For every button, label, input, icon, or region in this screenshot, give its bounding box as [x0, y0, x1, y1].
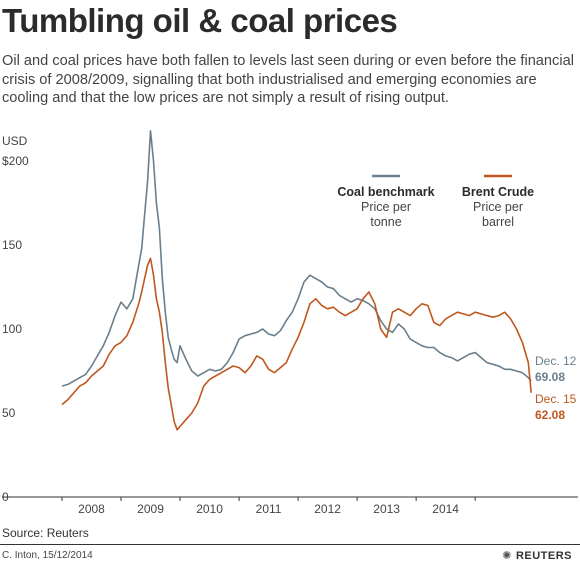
x-tick-label: 2010	[196, 502, 223, 516]
legend-unit-brent-2: barrel	[482, 215, 514, 229]
series-line-coal	[61, 130, 532, 387]
y-tick-label: $200	[2, 154, 29, 168]
legend-name-coal: Coal benchmark	[337, 185, 434, 199]
y-tick-label: 100	[2, 322, 22, 336]
y-unit-label: USD	[2, 134, 28, 148]
brent-end-value: 62.08	[535, 408, 565, 422]
end-labels: Dec. 12 69.08 Dec. 15 62.08	[535, 354, 577, 422]
chart-title: Tumbling oil & coal prices	[2, 2, 398, 39]
reuters-dots-icon: ✺	[502, 550, 512, 562]
footer-divider	[0, 544, 580, 545]
x-tick-label: 2008	[78, 502, 105, 516]
x-tick-label: 2013	[373, 502, 400, 516]
reuters-logo: ✺ REUTERS	[502, 549, 572, 563]
credit-line: C. Inton, 15/12/2014	[2, 550, 93, 561]
x-tick-label: 2012	[314, 502, 341, 516]
x-axis: 2008 2009 2010 2011 2012 2013 2014	[2, 496, 578, 516]
coal-end-value: 69.08	[535, 370, 565, 384]
brent-end-date: Dec. 15	[535, 392, 577, 406]
x-tick-label: 2014	[432, 502, 459, 516]
y-tick-label: 150	[2, 238, 22, 252]
series-line-brent	[61, 257, 532, 431]
x-tick-label: 2009	[137, 502, 164, 516]
reuters-logo-text: REUTERS	[515, 549, 572, 562]
chart-subtitle: Oil and coal prices have both fallen to …	[2, 53, 574, 106]
legend-unit-coal-2: tonne	[370, 215, 401, 229]
series-lines	[61, 130, 532, 431]
legend-unit-brent: Price per	[473, 200, 523, 214]
legend-name-brent: Brent Crude	[462, 185, 534, 199]
x-tick-label: 2011	[256, 502, 282, 516]
legend-unit-coal: Price per	[361, 200, 411, 214]
coal-end-date: Dec. 12	[535, 354, 577, 368]
y-tick-label: 50	[2, 406, 16, 420]
source-note: Source: Reuters	[2, 526, 89, 540]
